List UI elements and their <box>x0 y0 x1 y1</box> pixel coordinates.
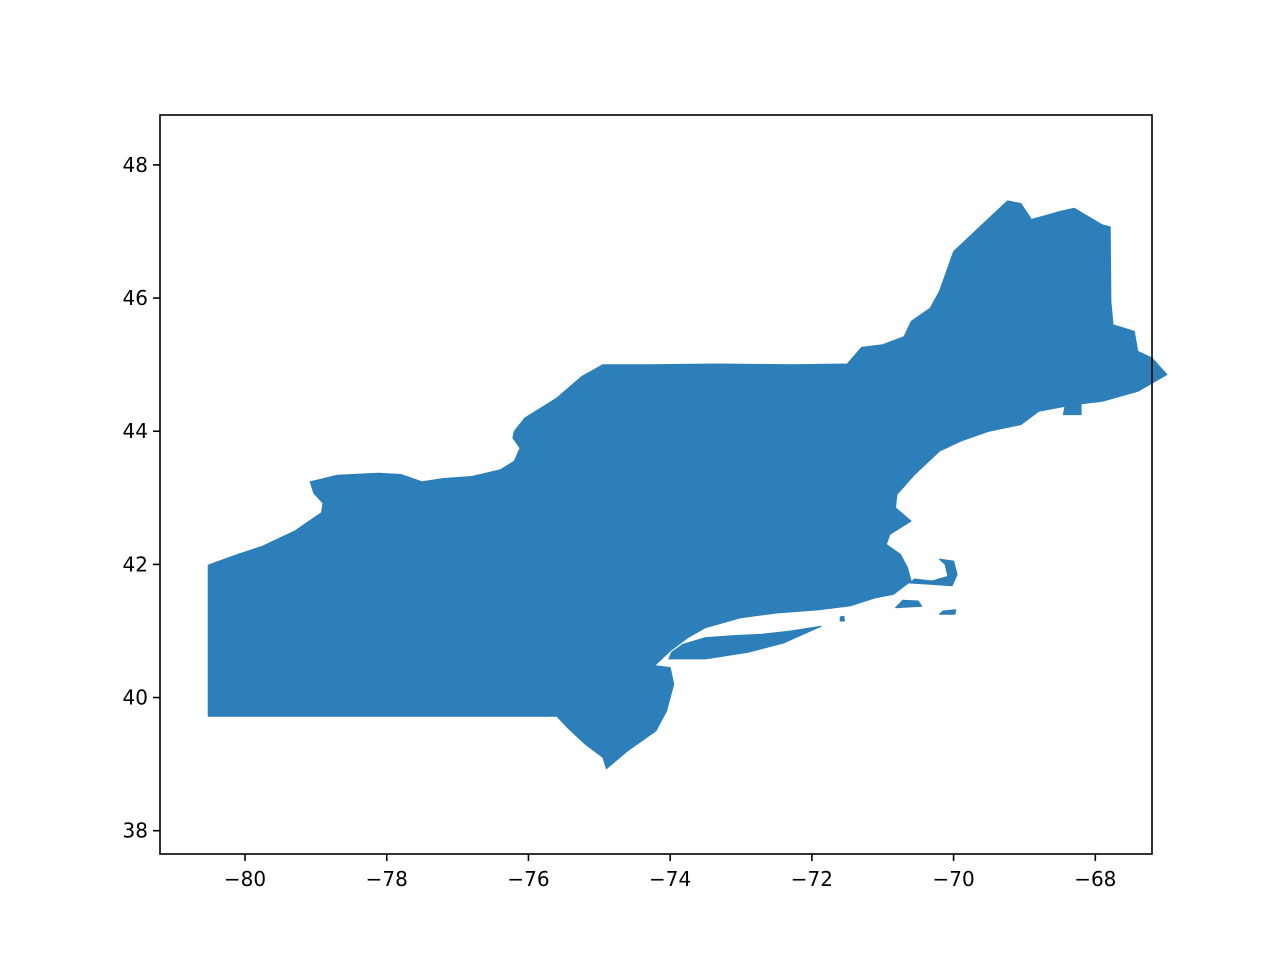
region-cape-cod <box>909 558 958 587</box>
x-tick-label: −72 <box>791 867 833 891</box>
x-axis: −80 −78 −76 −74 −72 −70 −68 <box>224 854 1116 891</box>
region-mount-desert-island <box>1062 402 1082 416</box>
region-mainland <box>207 200 1168 770</box>
y-tick-label: 40 <box>123 686 148 710</box>
x-tick-label: −68 <box>1074 867 1116 891</box>
y-tick-label: 48 <box>123 153 148 177</box>
y-tick-label: 38 <box>123 819 148 843</box>
y-axis: 38 40 42 44 46 48 <box>123 153 160 843</box>
y-tick-label: 42 <box>123 552 148 576</box>
y-tick-label: 44 <box>123 419 148 443</box>
map-regions <box>207 200 1168 770</box>
x-tick-label: −80 <box>224 867 266 891</box>
axes-frame <box>159 114 1153 855</box>
region-marthas-vineyard <box>895 599 923 609</box>
region-long-island <box>668 625 822 660</box>
x-tick-label: −78 <box>366 867 408 891</box>
region-block-island <box>839 615 845 622</box>
region-nantucket <box>938 609 957 615</box>
x-tick-label: −70 <box>932 867 974 891</box>
x-tick-label: −74 <box>649 867 691 891</box>
y-tick-label: 46 <box>123 286 148 310</box>
x-tick-label: −76 <box>507 867 549 891</box>
